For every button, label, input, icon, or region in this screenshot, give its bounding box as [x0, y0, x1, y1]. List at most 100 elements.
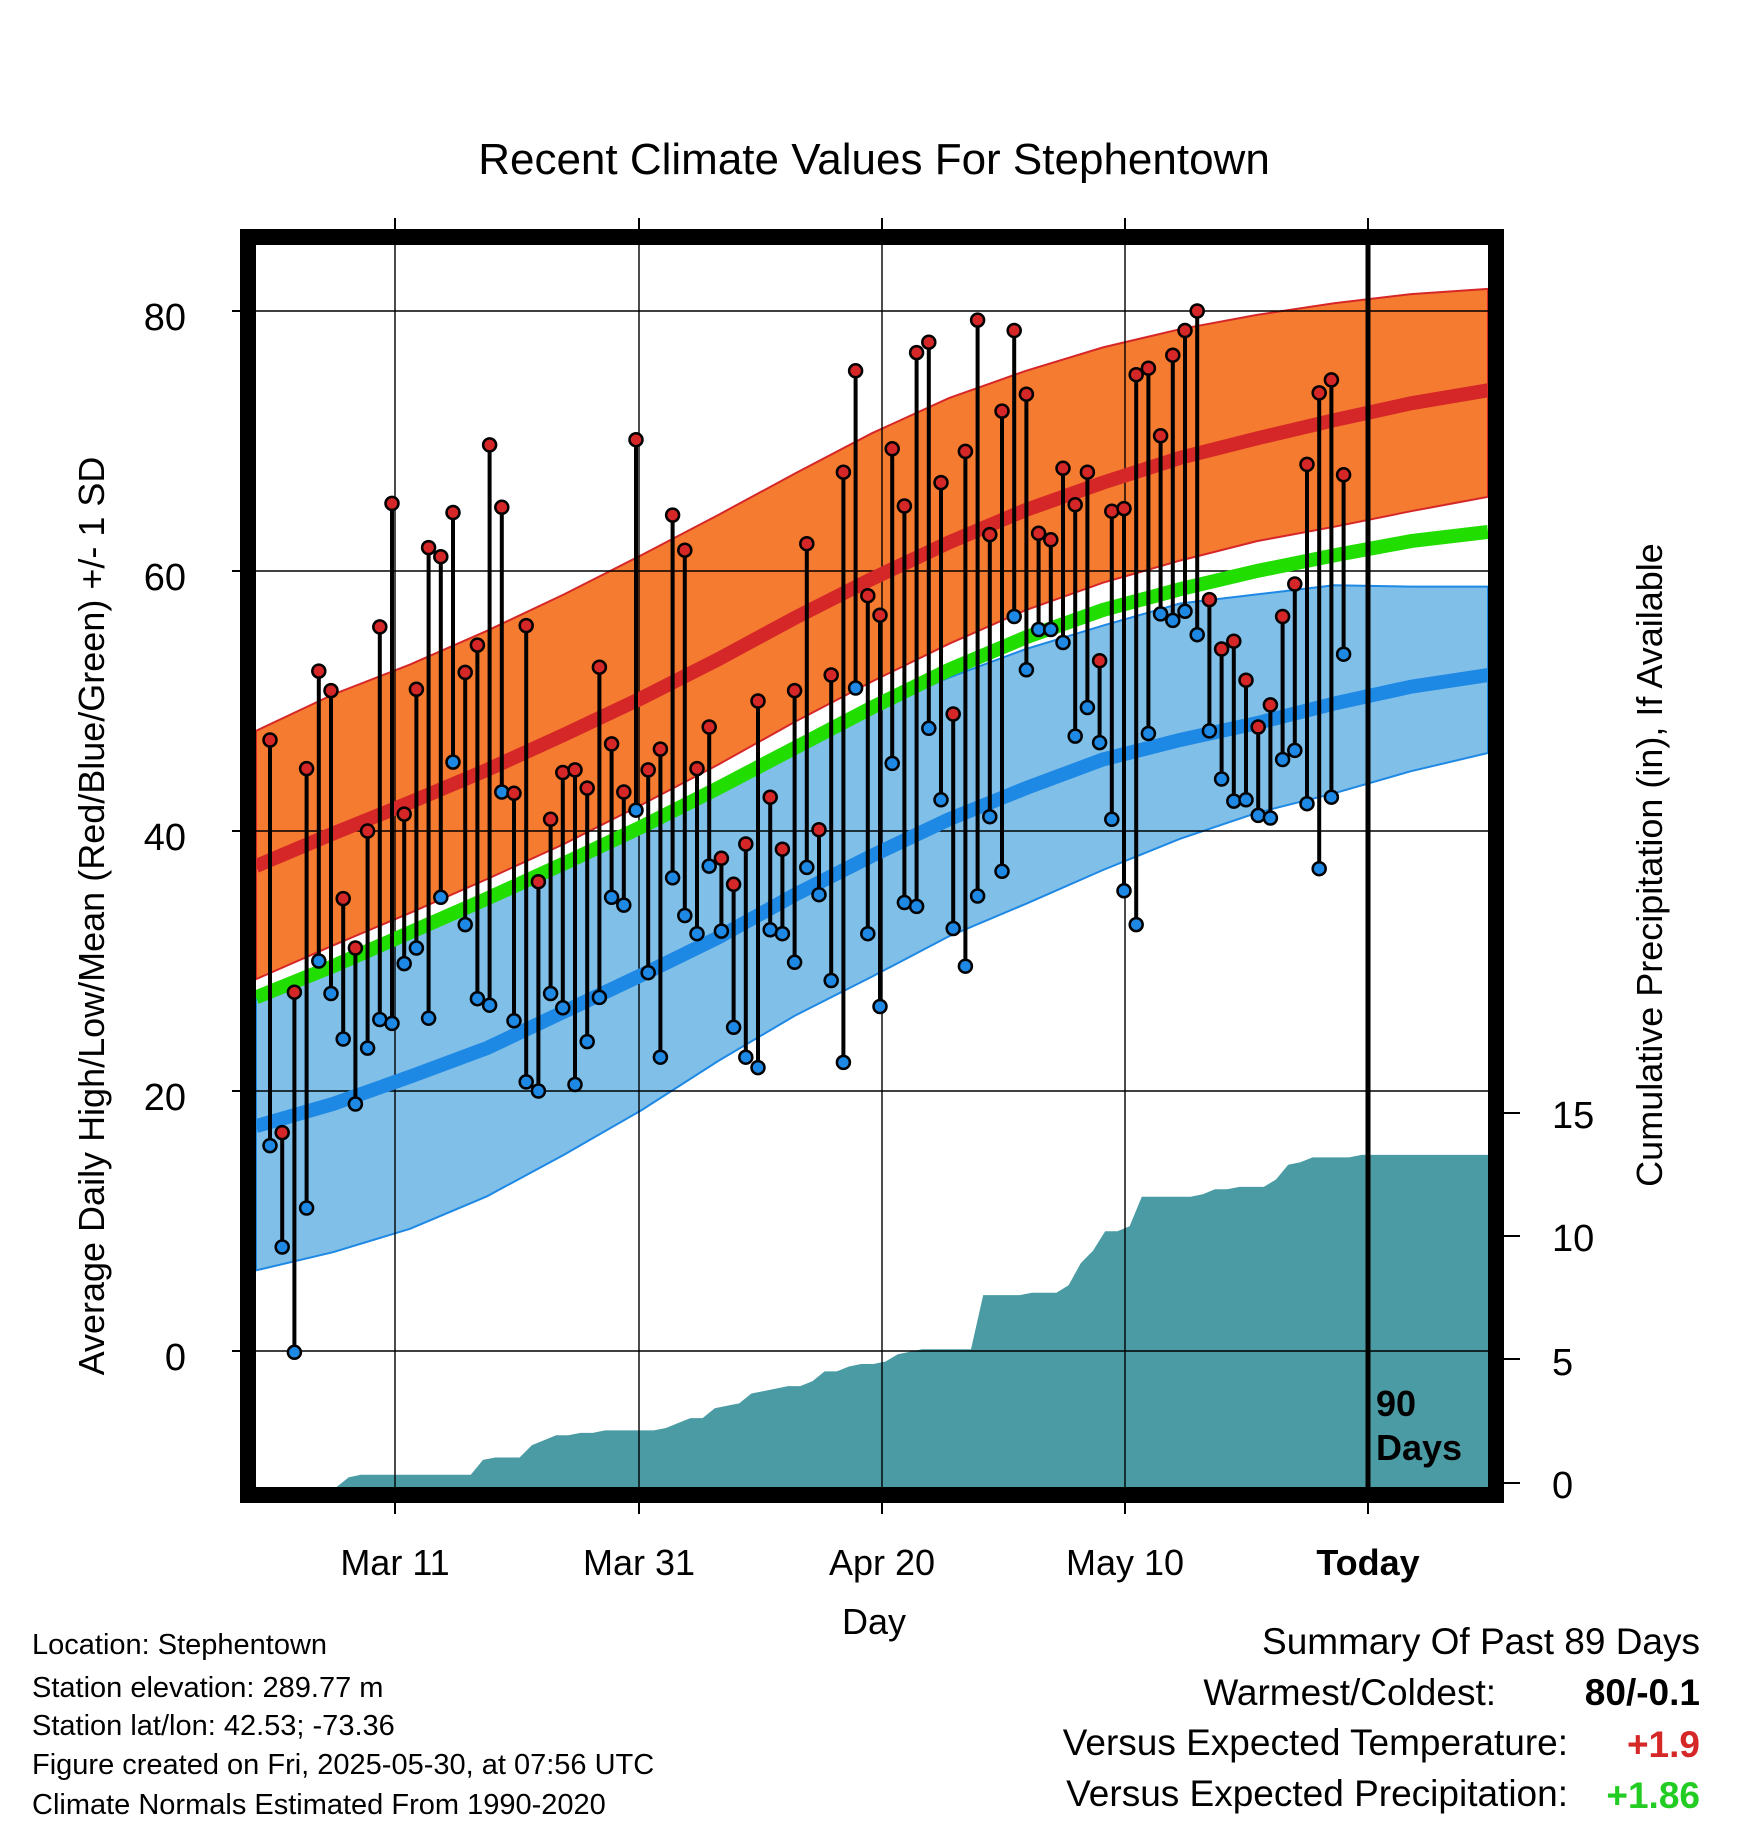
daily-high-point	[542, 811, 559, 828]
daily-high-point	[786, 682, 803, 699]
y2-axis-label: Cumulative Precipitation (in), If Availa…	[1629, 543, 1670, 1187]
daily-low-point	[1043, 621, 1059, 638]
y-tick-label-40: 40	[144, 817, 186, 859]
daily-high-point	[774, 841, 791, 857]
daily-high-point	[433, 548, 449, 565]
daily-low-point	[921, 720, 937, 737]
daily-high-point	[811, 821, 827, 838]
daily-low-point	[384, 1015, 400, 1032]
daily-high-point	[274, 1124, 290, 1141]
daily-low-point	[1213, 771, 1230, 787]
daily-high-point	[701, 719, 717, 735]
daily-low-point	[323, 985, 339, 1002]
daily-high-point	[1311, 385, 1327, 401]
plot-area	[232, 218, 1520, 1514]
daily-high-point	[359, 823, 376, 839]
daily-low-point	[908, 898, 925, 915]
daily-low-point	[420, 1010, 437, 1026]
daily-high-point	[555, 764, 571, 781]
daily-low-point	[750, 1059, 766, 1076]
daily-high-point	[1067, 496, 1083, 513]
daily-low-point	[1335, 646, 1352, 662]
daily-low-point	[640, 964, 656, 981]
daily-low-point	[872, 998, 888, 1015]
daily-low-point	[518, 1074, 534, 1090]
daily-high-point	[616, 784, 632, 800]
daily-low-point	[799, 859, 815, 876]
daily-low-point	[1067, 728, 1083, 744]
daily-high-point	[884, 441, 900, 457]
info-created: Figure created on Fri, 2025-05-30, at 07…	[32, 1749, 654, 1781]
daily-low-point	[445, 754, 461, 770]
daily-high-point	[933, 474, 949, 491]
info-latlon: Station lat/lon: 42.53; -73.36	[32, 1710, 395, 1742]
daily-high-point	[469, 637, 486, 653]
daily-low-point	[725, 1019, 742, 1036]
y2-tick-label-5: 5	[1552, 1342, 1573, 1384]
daily-high-point	[738, 836, 754, 852]
daily-high-point	[860, 587, 876, 604]
daily-high-point	[286, 984, 303, 1000]
x-tick-label-today: Today	[1316, 1542, 1419, 1583]
daily-high-point	[396, 806, 412, 822]
daily-low-point	[1201, 723, 1218, 739]
y2-tick-label-15: 15	[1552, 1095, 1594, 1137]
summary-precip-value: +1.86	[1606, 1775, 1700, 1816]
info-elevation: Station elevation: 289.77 m	[32, 1672, 383, 1704]
daily-low-point	[884, 755, 900, 772]
daily-low-point	[1299, 795, 1315, 812]
daily-low-point	[286, 1344, 303, 1361]
daily-low-point	[823, 972, 839, 989]
daily-high-point	[1238, 672, 1254, 688]
daily-high-point	[969, 312, 986, 328]
daily-low-point	[481, 997, 498, 1013]
daily-low-point	[1140, 725, 1157, 742]
summary-warmest-label: Warmest/Coldest:	[1203, 1672, 1496, 1713]
summary-heading: Summary Of Past 89 Days	[1262, 1621, 1700, 1662]
daily-high-point	[506, 785, 522, 802]
daily-low-point	[1104, 811, 1120, 828]
daily-low-point	[579, 1033, 595, 1050]
daily-high-point	[1152, 428, 1169, 444]
daily-high-point	[799, 535, 815, 552]
daily-high-point	[530, 873, 547, 890]
daily-high-point	[1201, 591, 1218, 608]
summary-temp-label: Versus Expected Temperature:	[1063, 1722, 1568, 1763]
daily-low-point	[457, 916, 473, 933]
daily-low-point	[1262, 810, 1279, 826]
y-tick-label-0: 0	[165, 1337, 186, 1379]
daily-high-point	[664, 507, 681, 523]
daily-high-point	[457, 664, 473, 681]
daily-high-point	[518, 617, 534, 634]
daily-high-point	[762, 789, 778, 805]
daily-low-point	[1287, 742, 1303, 759]
daily-high-point	[311, 663, 327, 679]
x-tick-label-apr20: Apr 20	[829, 1542, 935, 1583]
daily-low-point	[1128, 916, 1144, 933]
daily-low-point	[1189, 626, 1205, 643]
daily-low-point	[506, 1013, 522, 1029]
daily-high-point	[725, 876, 742, 893]
daily-low-point	[1311, 860, 1327, 877]
daily-low-point	[408, 940, 425, 956]
daily-low-point	[591, 989, 608, 1006]
plot-frame	[240, 229, 1504, 1503]
daily-low-point	[311, 953, 327, 969]
daily-high-point	[957, 443, 974, 460]
chart-title: Recent Climate Values For Stephentown	[478, 135, 1270, 184]
daily-low-point	[786, 954, 803, 971]
daily-low-point	[689, 925, 705, 942]
daily-low-point	[1079, 699, 1096, 716]
daily-low-point	[982, 808, 998, 825]
daily-low-point	[628, 802, 644, 818]
daily-high-point	[823, 667, 839, 683]
daily-low-point	[494, 784, 510, 800]
normal-high-line	[256, 383, 1488, 873]
daily-high-point	[323, 682, 339, 699]
daily-high-point	[908, 344, 925, 361]
daily-high-point	[1262, 697, 1279, 713]
daily-high-point	[1226, 633, 1242, 649]
summary-precip-label: Versus Expected Precipitation:	[1066, 1773, 1568, 1814]
daily-high-point	[1323, 372, 1340, 388]
